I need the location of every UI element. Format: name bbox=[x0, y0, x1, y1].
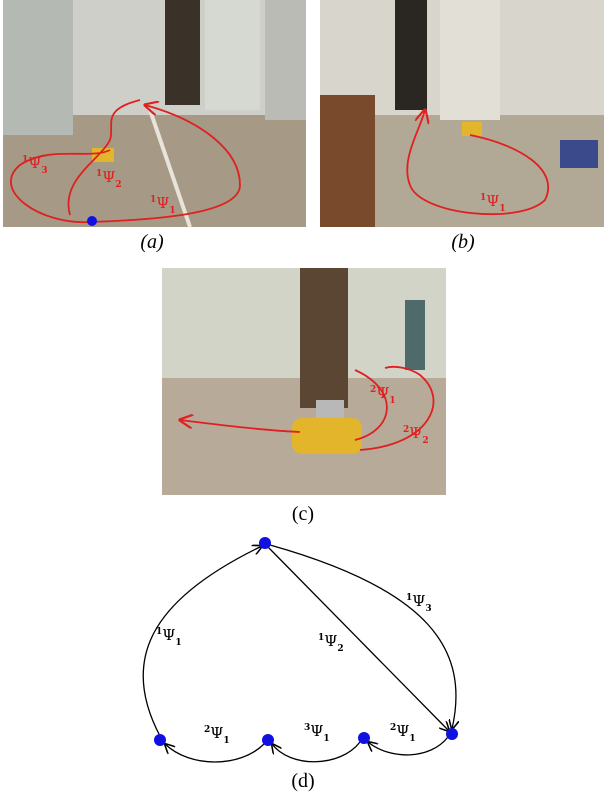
edge-label: 1Ψ1 bbox=[156, 626, 182, 648]
label-base: Ψ bbox=[102, 168, 115, 186]
label-sub: 1 bbox=[323, 734, 329, 744]
caption: (a) bbox=[140, 231, 164, 253]
label-base: Ψ bbox=[409, 424, 422, 442]
edge-label: 1Ψ3 bbox=[406, 592, 432, 614]
label-base: Ψ bbox=[310, 722, 323, 740]
label-base: Ψ bbox=[412, 592, 425, 610]
label-sub: 1 bbox=[169, 206, 175, 216]
label-sub: 1 bbox=[409, 734, 415, 744]
node bbox=[259, 537, 271, 549]
label-sub: 2 bbox=[115, 180, 121, 190]
edge-label: 2Ψ1 bbox=[390, 722, 416, 744]
node bbox=[262, 734, 274, 746]
caption: (d) bbox=[291, 770, 314, 792]
edge bbox=[268, 547, 449, 731]
edge-label: 3Ψ1 bbox=[304, 722, 330, 744]
label-base: Ψ bbox=[162, 626, 175, 644]
label-base: Ψ bbox=[396, 722, 409, 740]
label-base: Ψ bbox=[28, 154, 41, 172]
label-base: Ψ bbox=[486, 192, 499, 210]
node bbox=[446, 728, 458, 740]
label-sub: 2 bbox=[422, 436, 428, 446]
label-base: Ψ bbox=[376, 384, 389, 402]
node bbox=[358, 732, 370, 744]
label-sub: 1 bbox=[499, 204, 505, 214]
caption: (b) bbox=[451, 231, 475, 253]
edge bbox=[143, 546, 262, 736]
edge bbox=[270, 545, 456, 729]
graph bbox=[143, 537, 458, 762]
label-sub: 1 bbox=[389, 396, 395, 406]
label-sub: 1 bbox=[175, 638, 181, 648]
photo-a bbox=[3, 0, 306, 227]
page: { "panels": [ {"caption": "(a)", "labels… bbox=[0, 0, 604, 803]
label-sub: 2 bbox=[337, 644, 343, 654]
label-sub: 3 bbox=[41, 166, 47, 176]
photo-b bbox=[320, 0, 604, 227]
label-sub: 3 bbox=[425, 604, 431, 614]
figure: (a)1Ψ31Ψ21Ψ1(b)1Ψ1(c)2Ψ12Ψ2(d)1Ψ11Ψ21Ψ32… bbox=[0, 0, 604, 803]
photo-c bbox=[162, 268, 446, 495]
caption: (c) bbox=[292, 503, 314, 525]
label-base: Ψ bbox=[210, 724, 223, 742]
edge bbox=[165, 744, 264, 762]
label-base: Ψ bbox=[324, 632, 337, 650]
node bbox=[154, 734, 166, 746]
edge-label: 1Ψ2 bbox=[318, 632, 344, 654]
edge-label: 2Ψ1 bbox=[204, 724, 230, 746]
edge bbox=[272, 742, 360, 762]
label-base: Ψ bbox=[156, 194, 169, 212]
label-sub: 1 bbox=[223, 736, 229, 746]
